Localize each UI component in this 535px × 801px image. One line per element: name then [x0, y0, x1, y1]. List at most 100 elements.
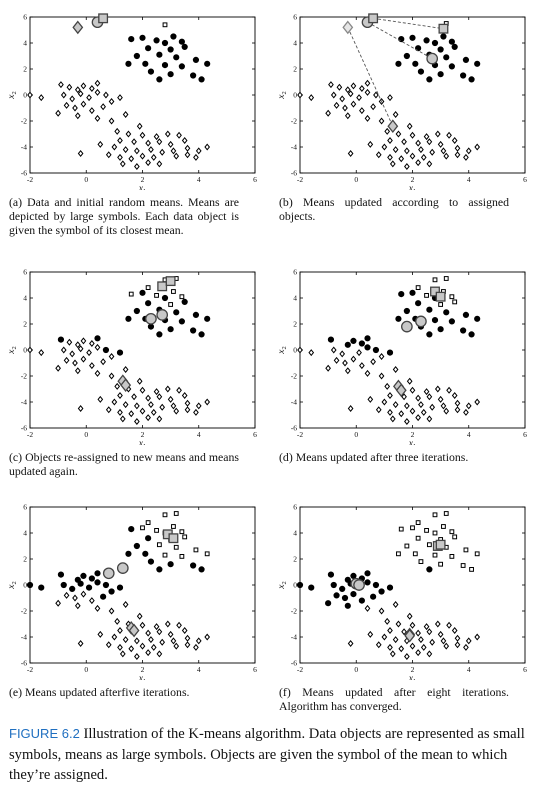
- panel-b: -2 0 2 4 6 -6 -4 -2 0 2 4 6 x1 x2 (b) Means updated ac…: [270, 0, 535, 240]
- data-point-circle: [173, 309, 180, 316]
- data-point-circle: [204, 315, 211, 322]
- data-point-circle: [198, 76, 205, 83]
- data-point-diamond: [434, 620, 441, 628]
- data-point-square: [145, 520, 151, 526]
- data-point-circle: [167, 71, 174, 78]
- scatter-plot-a: -2 0 2 4 6 -6 -4 -2 0 2 4 6 x1 x2: [7, 13, 257, 190]
- data-point-circle: [325, 600, 332, 607]
- data-point-diamond: [145, 159, 151, 167]
- data-point-diamond: [193, 643, 199, 651]
- data-point-diamond: [77, 405, 84, 412]
- x-tick-label: 0: [84, 665, 88, 674]
- panel-d: -2 0 2 4 6 -6 -4 -2 0 2 4 6 x1 x2 (d) Means updated af…: [270, 255, 535, 495]
- x-tick-label: 2: [141, 175, 145, 184]
- data-point-square: [396, 551, 401, 557]
- data-point-diamond: [378, 372, 385, 380]
- data-point-circle: [147, 323, 155, 330]
- data-point-circle: [378, 588, 385, 595]
- data-point-square: [154, 528, 159, 533]
- data-point-diamond: [426, 628, 433, 636]
- x-tick-label: 4: [467, 175, 471, 184]
- x-tick-label: 6: [523, 175, 527, 184]
- data-point-diamond: [128, 410, 135, 418]
- data-point-diamond: [86, 94, 92, 102]
- data-point-diamond: [378, 353, 385, 360]
- data-point-diamond: [426, 160, 433, 168]
- data-point-diamond: [454, 634, 461, 642]
- data-point-diamond: [108, 607, 115, 615]
- data-point-circle: [423, 37, 430, 44]
- data-point-diamond: [204, 633, 211, 641]
- data-point-diamond: [170, 637, 177, 645]
- data-point-square: [140, 525, 145, 531]
- data-point-diamond: [145, 629, 151, 637]
- data-point-circle: [440, 33, 447, 40]
- data-point-diamond: [378, 607, 385, 615]
- data-point-square: [452, 534, 458, 540]
- data-point-diamond: [108, 372, 115, 380]
- data-point-diamond: [193, 408, 199, 416]
- data-point-diamond: [443, 642, 450, 650]
- data-point-diamond: [63, 356, 70, 364]
- data-point-diamond: [156, 160, 163, 168]
- data-point-circle: [125, 60, 132, 67]
- data-point-circle: [437, 71, 444, 78]
- data-point-square: [398, 526, 404, 532]
- data-point-circle: [364, 344, 371, 351]
- data-point-diamond: [454, 641, 461, 649]
- data-point-diamond: [392, 401, 399, 409]
- data-point-diamond: [398, 645, 405, 653]
- data-point-diamond: [159, 148, 166, 156]
- data-point-diamond: [134, 163, 140, 170]
- data-point-circle: [333, 592, 340, 599]
- data-point-circle: [178, 38, 185, 45]
- panel-caption-a: (a) Data and initial random means. Means…: [9, 195, 239, 238]
- data-point-square: [463, 547, 469, 553]
- data-point-diamond: [184, 641, 191, 649]
- data-point-diamond: [440, 637, 447, 645]
- y-tick-label: -2: [21, 607, 27, 616]
- y-tick-label: 0: [23, 346, 27, 355]
- data-point-diamond: [384, 617, 391, 625]
- data-point-diamond: [184, 144, 191, 152]
- data-point-diamond: [139, 152, 146, 160]
- data-point-diamond: [434, 385, 441, 393]
- data-point-diamond: [111, 398, 118, 406]
- y-tick-label: 6: [23, 503, 27, 512]
- mean-circle: [116, 562, 129, 574]
- data-point-circle: [85, 584, 93, 591]
- data-point-diamond: [401, 138, 407, 146]
- data-point-square: [162, 512, 168, 518]
- data-point-circle: [443, 309, 450, 316]
- data-point-square: [432, 277, 438, 283]
- data-point-diamond: [128, 645, 135, 653]
- data-point-diamond: [167, 630, 174, 638]
- data-point-diamond: [105, 641, 112, 649]
- means: [393, 286, 446, 398]
- data-point-diamond: [63, 101, 70, 109]
- data-point-diamond: [63, 591, 70, 599]
- data-point-diamond: [111, 143, 118, 151]
- data-point-diamond: [173, 152, 180, 160]
- data-point-diamond: [404, 653, 410, 660]
- means: [117, 276, 176, 392]
- data-point-diamond: [94, 88, 101, 96]
- data-point-circle: [102, 581, 110, 589]
- data-point-diamond: [150, 643, 157, 651]
- data-point-diamond: [111, 633, 118, 641]
- data-point-diamond: [173, 642, 180, 650]
- data-point-diamond: [94, 79, 101, 87]
- data-point-diamond: [387, 392, 393, 399]
- data-point-diamond: [398, 410, 405, 418]
- data-point-diamond: [344, 367, 351, 375]
- data-point-diamond: [72, 359, 78, 367]
- data-point-diamond: [77, 345, 84, 353]
- data-point-square: [154, 293, 159, 298]
- square-cluster: [396, 511, 480, 572]
- data-point-circle: [192, 311, 200, 319]
- data-point-diamond: [375, 641, 382, 649]
- data-point-diamond: [339, 350, 346, 358]
- data-point-diamond: [66, 83, 73, 91]
- data-point-circle: [341, 594, 349, 602]
- data-point-diamond: [145, 649, 151, 657]
